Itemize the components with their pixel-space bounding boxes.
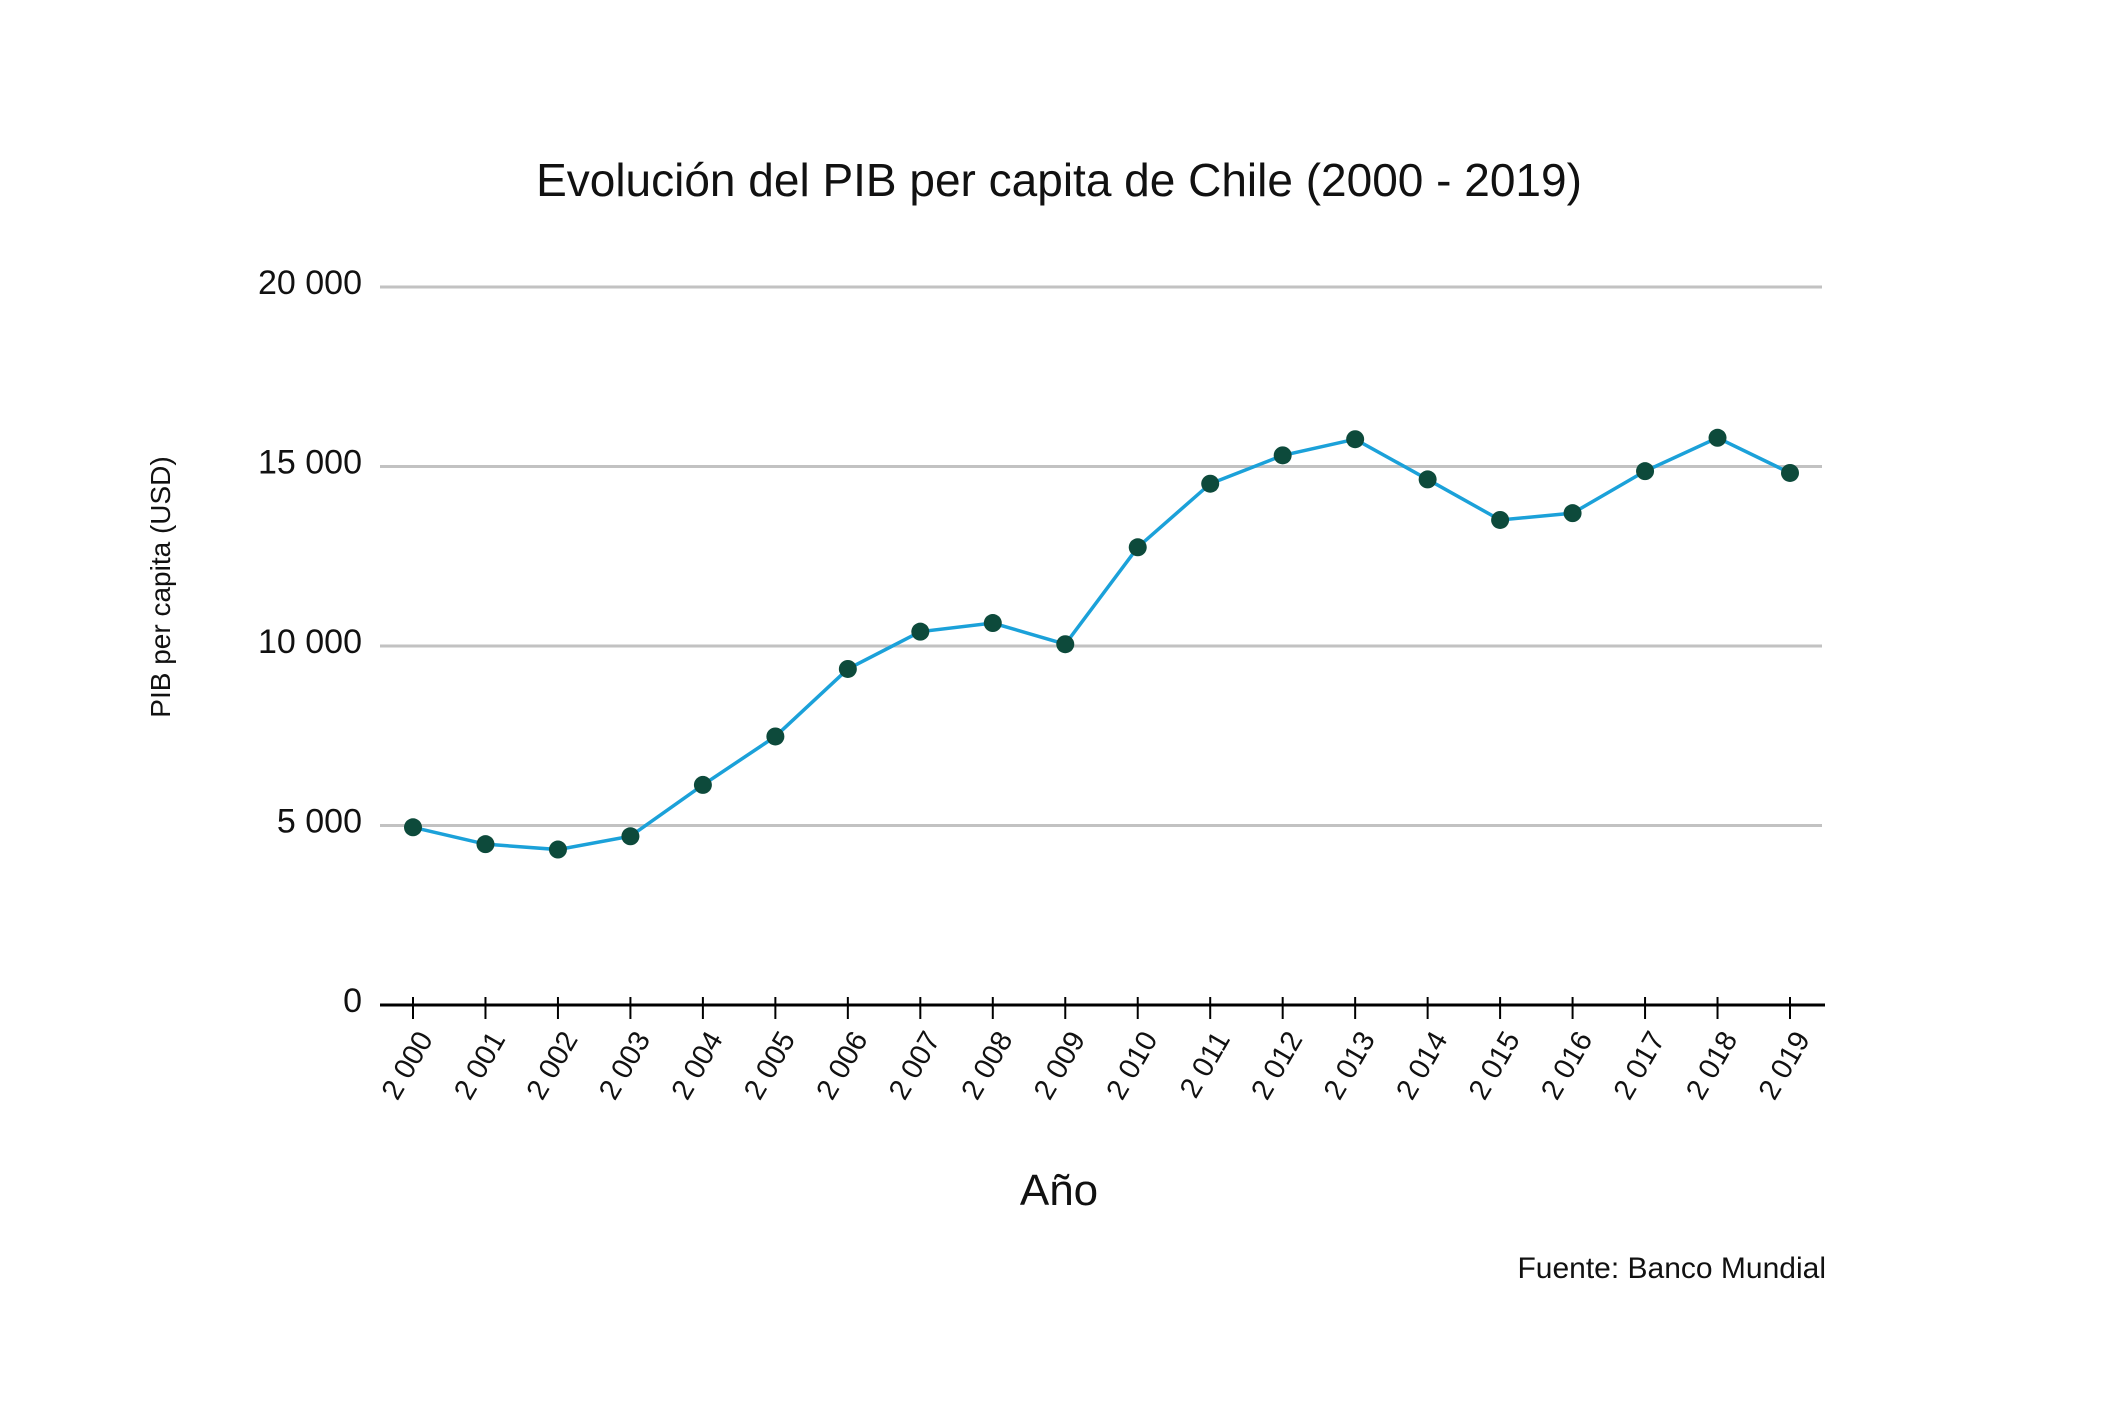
source-note: Fuente: Banco Mundial xyxy=(1517,1252,1826,1285)
data-point xyxy=(1128,538,1147,557)
data-point xyxy=(621,827,640,846)
y-axis-label: PIB per capita (USD) xyxy=(145,456,176,717)
x-tick-label: 2 010 xyxy=(1100,1026,1164,1105)
data-point xyxy=(693,775,712,794)
x-tick-label: 2 018 xyxy=(1680,1026,1744,1105)
data-point xyxy=(1636,462,1655,481)
y-tick-label: 5 000 xyxy=(277,802,362,840)
data-line xyxy=(412,435,1791,852)
data-point xyxy=(1418,470,1437,489)
chart-title: Evolución del PIB per capita de Chile (2… xyxy=(536,154,1582,206)
x-tick-label: 2 008 xyxy=(955,1026,1019,1105)
data-point xyxy=(1491,510,1510,529)
x-tick-label: 2 007 xyxy=(883,1026,947,1105)
data-point xyxy=(404,818,422,837)
x-tick-label: 2 000 xyxy=(376,1026,440,1105)
data-point xyxy=(1781,463,1799,482)
x-tick-label: 2 011 xyxy=(1174,1026,1237,1103)
data-point xyxy=(983,614,1002,633)
data-point xyxy=(766,727,785,746)
x-tick-label: 2 013 xyxy=(1318,1026,1382,1105)
x-tick-label: 2 003 xyxy=(593,1026,657,1105)
data-point xyxy=(1056,635,1075,654)
x-tick-label: 2 014 xyxy=(1390,1026,1454,1105)
x-tick-label: 2 019 xyxy=(1753,1026,1817,1105)
x-tick-label: 2 009 xyxy=(1028,1026,1092,1105)
y-tick-label: 20 000 xyxy=(258,264,362,302)
x-tick-label: 2 006 xyxy=(811,1026,875,1105)
data-point xyxy=(476,835,495,854)
x-tick-label: 2 016 xyxy=(1535,1026,1599,1105)
x-tick-label: 2 015 xyxy=(1463,1026,1527,1105)
y-tick-label: 15 000 xyxy=(258,443,362,481)
data-point xyxy=(548,840,567,859)
data-point xyxy=(838,659,857,678)
data-point xyxy=(911,622,930,641)
data-point xyxy=(1563,504,1582,523)
data-point xyxy=(1708,428,1727,447)
data-point xyxy=(1201,474,1220,493)
y-tick-label: 0 xyxy=(343,982,362,1020)
x-axis-label: Año xyxy=(1020,1166,1098,1215)
data-point xyxy=(1346,430,1365,449)
x-tick-label: 2 005 xyxy=(738,1026,802,1105)
data-point xyxy=(1273,446,1292,465)
x-tick-label: 2 002 xyxy=(521,1026,585,1105)
x-tick-label: 2 012 xyxy=(1245,1026,1309,1105)
x-tick-label: 2 004 xyxy=(666,1026,730,1105)
x-tick-label: 2 017 xyxy=(1608,1026,1672,1105)
y-tick-label: 10 000 xyxy=(258,623,362,661)
x-tick-label: 2 001 xyxy=(448,1026,512,1105)
